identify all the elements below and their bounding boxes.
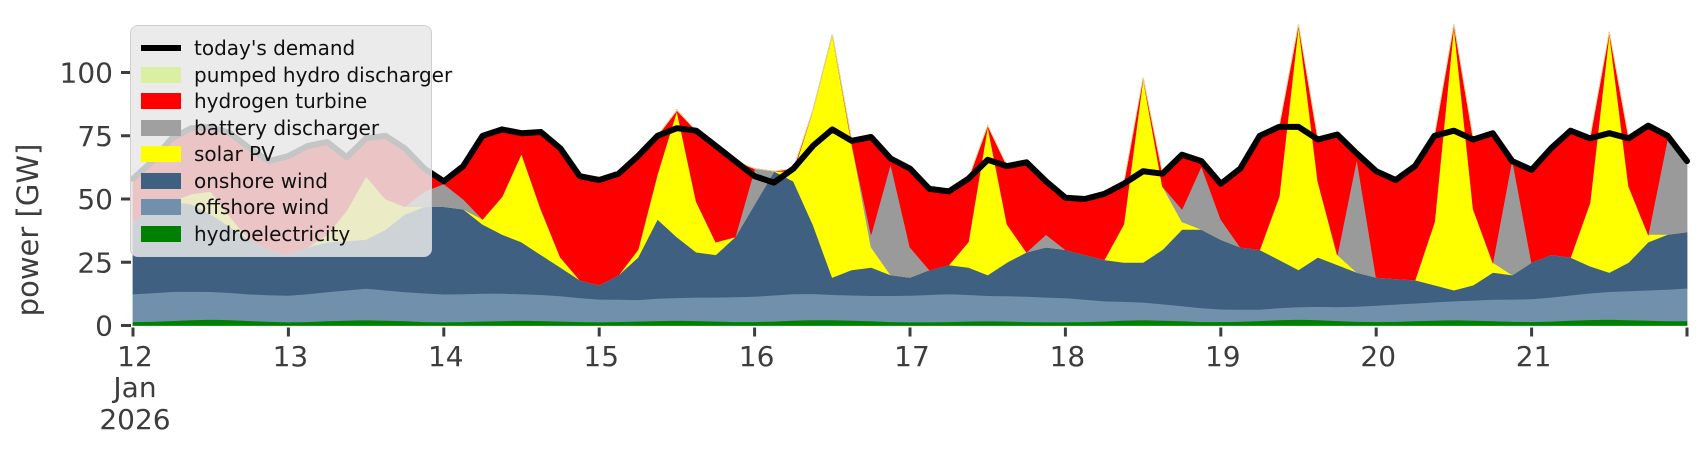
legend-label: pumped hydro discharger <box>194 62 453 87</box>
hydrogen-turbine-swatch <box>141 93 181 110</box>
y-tick-label: 100 <box>60 57 113 90</box>
x-tick-label: 12 <box>117 340 153 373</box>
stacked-area-layers <box>132 24 1688 326</box>
y-axis-label: power [GW] <box>11 144 45 317</box>
legend-row-battery: battery discharger <box>141 115 417 142</box>
x-tick-label: 21 <box>1516 340 1552 373</box>
legend-row-solar: solar PV <box>141 141 417 168</box>
x-tick-label: 14 <box>428 340 464 373</box>
legend-row-hydroelectricity: hydroelectricity <box>141 221 417 248</box>
legend: today's demand pumped hydro discharger h… <box>130 25 452 257</box>
legend-label: hydrogen turbine <box>194 89 368 114</box>
y-tick-label: 25 <box>77 246 113 279</box>
legend-label: offshore wind <box>194 195 330 220</box>
y-axis: 0 25 50 75 100 <box>60 57 131 343</box>
legend-row-demand: today's demand <box>141 35 417 62</box>
legend-label: battery discharger <box>194 115 380 140</box>
x-tick-label: 17 <box>894 340 930 373</box>
pumped-hydro-swatch <box>141 66 181 83</box>
legend-label: today's demand <box>194 36 356 61</box>
hydroelectricity-swatch <box>141 225 181 242</box>
x-tick-label: 18 <box>1050 340 1086 373</box>
x-axis-month-label: Jan <box>111 371 156 404</box>
x-tick-label: 20 <box>1360 340 1396 373</box>
x-tick-label: 15 <box>583 340 619 373</box>
legend-row-pumped-hydro: pumped hydro discharger <box>141 62 452 89</box>
solar-swatch <box>141 146 181 163</box>
x-tick-label: 16 <box>739 340 775 373</box>
legend-row-offshore-wind: offshore wind <box>141 194 417 221</box>
onshore-wind-swatch <box>141 172 181 189</box>
legend-label: solar PV <box>194 142 275 167</box>
demand-line-sample <box>141 45 181 52</box>
legend-row-onshore-wind: onshore wind <box>141 168 417 195</box>
x-axis: 12 13 14 15 16 17 18 19 20 21 <box>117 327 1689 373</box>
legend-label: onshore wind <box>194 168 328 193</box>
x-axis-year-label: 2026 <box>99 403 170 436</box>
x-tick-label: 19 <box>1205 340 1241 373</box>
battery-swatch <box>141 119 181 136</box>
y-tick-label: 50 <box>77 183 113 216</box>
y-tick-label: 75 <box>77 120 113 153</box>
legend-row-hydrogen-turbine: hydrogen turbine <box>141 88 417 115</box>
y-tick-label: 0 <box>95 310 113 343</box>
offshore-wind-swatch <box>141 199 181 216</box>
legend-label: hydroelectricity <box>194 221 351 246</box>
x-tick-label: 13 <box>273 340 309 373</box>
